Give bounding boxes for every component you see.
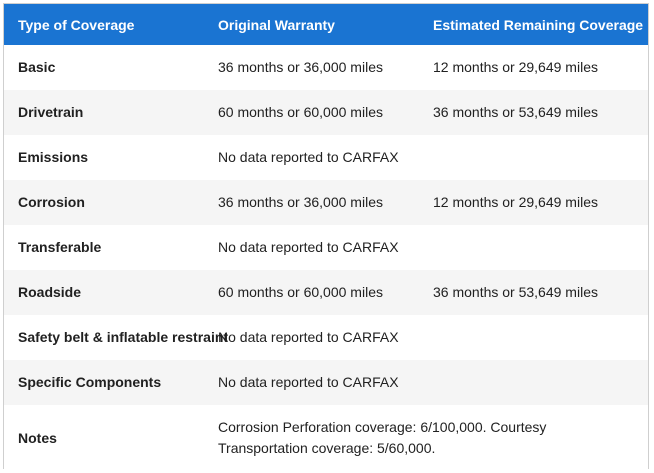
original-warranty-cell: No data reported to CARFAX xyxy=(218,374,399,390)
coverage-type-cell: Corrosion xyxy=(18,194,85,210)
table-row: Basic 36 months or 36,000 miles 12 month… xyxy=(4,45,648,90)
original-warranty-cell: No data reported to CARFAX xyxy=(218,149,399,165)
table-row: Emissions No data reported to CARFAX xyxy=(4,135,648,180)
remaining-coverage-cell xyxy=(431,315,648,360)
table-row: Roadside 60 months or 60,000 miles 36 mo… xyxy=(4,270,648,315)
remaining-coverage-cell xyxy=(431,360,648,405)
table-row: Specific Components No data reported to … xyxy=(4,360,648,405)
coverage-type-cell: Safety belt & inflatable restraint xyxy=(18,329,229,345)
table-row: Notes Corrosion Perforation coverage: 6/… xyxy=(4,405,648,471)
remaining-coverage-cell: 12 months or 29,649 miles xyxy=(433,59,598,75)
remaining-coverage-cell xyxy=(431,135,648,180)
original-warranty-cell: 36 months or 36,000 miles xyxy=(218,194,383,210)
original-warranty-cell: 60 months or 60,000 miles xyxy=(218,104,383,120)
table-body: Basic 36 months or 36,000 miles 12 month… xyxy=(4,45,648,471)
coverage-type-cell: Specific Components xyxy=(18,374,162,390)
header-original-warranty: Original Warranty xyxy=(218,16,335,33)
coverage-type-cell: Drivetrain xyxy=(18,104,84,120)
original-warranty-cell: 60 months or 60,000 miles xyxy=(218,284,383,300)
remaining-coverage-cell: 36 months or 53,649 miles xyxy=(433,104,598,120)
table-header: Type of Coverage Original Warranty Estim… xyxy=(4,4,648,45)
header-estimated-remaining-coverage: Estimated Remaining Coverage xyxy=(433,16,644,33)
warranty-coverage-table-container: Type of Coverage Original Warranty Estim… xyxy=(3,3,649,471)
original-warranty-cell: 36 months or 36,000 miles xyxy=(218,59,383,75)
warranty-coverage-table: Type of Coverage Original Warranty Estim… xyxy=(4,4,648,471)
remaining-coverage-cell xyxy=(431,225,648,270)
remaining-coverage-cell: 36 months or 53,649 miles xyxy=(433,284,598,300)
coverage-type-cell: Emissions xyxy=(18,149,89,165)
table-row: Safety belt & inflatable restraint No da… xyxy=(4,315,648,360)
header-type-of-coverage: Type of Coverage xyxy=(18,16,135,33)
header-row: Type of Coverage Original Warranty Estim… xyxy=(4,4,648,45)
table-row: Corrosion 36 months or 36,000 miles 12 m… xyxy=(4,180,648,225)
notes-cell: Corrosion Perforation coverage: 6/100,00… xyxy=(218,419,547,456)
table-row: Drivetrain 60 months or 60,000 miles 36 … xyxy=(4,90,648,135)
table-row: Transferable No data reported to CARFAX xyxy=(4,225,648,270)
coverage-type-cell: Roadside xyxy=(18,284,82,300)
coverage-type-cell: Transferable xyxy=(18,239,102,255)
original-warranty-cell: No data reported to CARFAX xyxy=(218,329,399,345)
coverage-type-cell: Notes xyxy=(18,429,57,446)
coverage-type-cell: Basic xyxy=(18,59,56,75)
remaining-coverage-cell: 12 months or 29,649 miles xyxy=(433,194,598,210)
original-warranty-cell: No data reported to CARFAX xyxy=(218,239,399,255)
